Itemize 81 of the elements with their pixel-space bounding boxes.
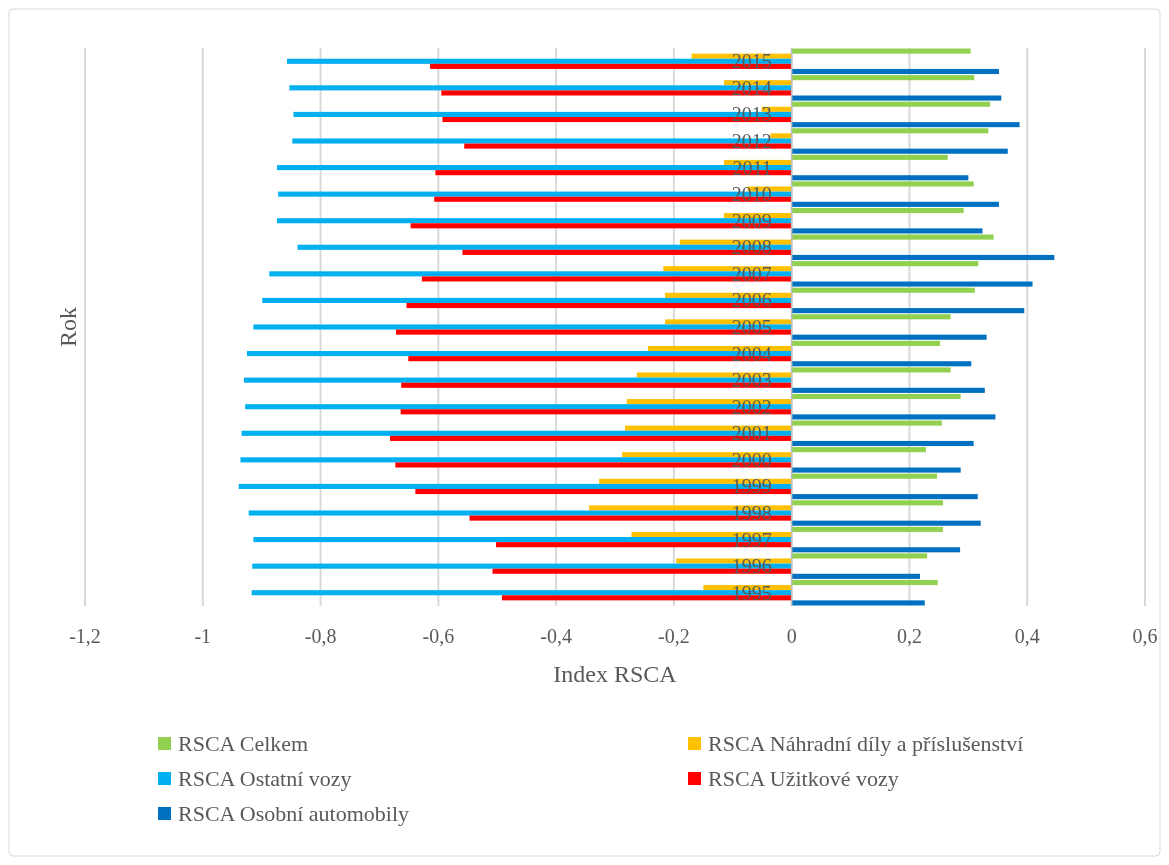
legend-label: RSCA Užitkové vozy (708, 765, 899, 791)
bar (791, 75, 975, 81)
bar (791, 254, 1055, 261)
bar (791, 175, 969, 181)
legend-label: RSCA Celkem (178, 730, 309, 756)
x-tick-label: 0,6 (1132, 625, 1158, 647)
bar (791, 387, 985, 393)
y-tick-label: 2011 (732, 156, 772, 179)
bar (791, 361, 972, 367)
y-tick-label: 2003 (731, 369, 772, 392)
bar (791, 526, 944, 532)
bar (791, 447, 926, 453)
y-tick-label: 2010 (731, 183, 772, 206)
bar (791, 181, 974, 187)
y-tick-label: 2006 (731, 289, 772, 312)
bar (791, 308, 1025, 314)
bar (791, 553, 928, 559)
bar (791, 287, 975, 293)
x-tick-label: 0 (786, 625, 797, 647)
x-tick-label: -1,2 (69, 625, 101, 647)
bar (791, 367, 951, 373)
y-tick-label: 2000 (731, 448, 772, 471)
x-tick-label: -0,2 (658, 625, 690, 647)
bar (791, 573, 921, 579)
y-tick-label: 1996 (731, 555, 772, 578)
bar (791, 261, 979, 267)
x-tick-label: 0,2 (896, 625, 922, 647)
bar (791, 207, 964, 214)
y-tick-label: 2001 (731, 422, 772, 445)
bar (791, 500, 944, 506)
y-tick-label: 1995 (731, 581, 772, 604)
bar (791, 494, 978, 500)
x-tick-label: -1 (194, 625, 212, 647)
bar (791, 281, 1033, 287)
bar (791, 440, 974, 447)
bar (791, 154, 948, 160)
y-tick-label: 1998 (731, 502, 772, 524)
bar (791, 68, 999, 75)
y-tick-label: 2012 (731, 130, 772, 152)
bar (791, 547, 961, 553)
bar (791, 340, 941, 346)
y-tick-label: 2007 (731, 262, 772, 285)
bar (791, 95, 1002, 101)
bar (791, 101, 991, 107)
bar (791, 122, 1020, 128)
bar (791, 473, 938, 479)
x-axis-title: Index RSCA (553, 661, 678, 687)
bar (791, 414, 996, 420)
bar (791, 520, 981, 526)
bar (791, 467, 961, 473)
bar (791, 393, 961, 400)
x-tick-label: -0,4 (540, 625, 572, 647)
legend-label: RSCA Osobní automobily (178, 800, 410, 826)
legend-label: RSCA Náhradní díly a příslušenství (708, 730, 1024, 756)
bar (791, 148, 1008, 154)
x-tick-label: -0,8 (304, 625, 337, 647)
legend-label: RSCA Ostatní vozy (178, 765, 352, 791)
bar (791, 234, 994, 240)
y-tick-label: 2009 (731, 209, 772, 232)
bar (791, 128, 989, 134)
y-tick-label: 2008 (731, 236, 772, 259)
y-tick-label: 2004 (731, 342, 772, 365)
bar (791, 228, 983, 234)
y-axis-title: Rok (55, 306, 81, 348)
bar (791, 600, 925, 606)
y-tick-label: 2002 (731, 395, 772, 418)
bar (770, 133, 792, 139)
bar (791, 420, 942, 426)
y-tick-label: 1997 (731, 528, 772, 551)
y-tick-label: 1999 (731, 475, 772, 498)
bar (791, 579, 938, 586)
bar (791, 334, 987, 340)
bar (791, 201, 999, 207)
y-tick-label: 2013 (731, 103, 772, 126)
y-tick-label: 2015 (731, 50, 772, 73)
x-tick-label: -0,6 (422, 625, 455, 647)
x-tick-label: 0,4 (1014, 625, 1040, 647)
y-tick-label: 2005 (731, 316, 772, 338)
y-tick-label: 2014 (731, 76, 772, 99)
bar (791, 48, 971, 54)
bar (791, 314, 951, 320)
